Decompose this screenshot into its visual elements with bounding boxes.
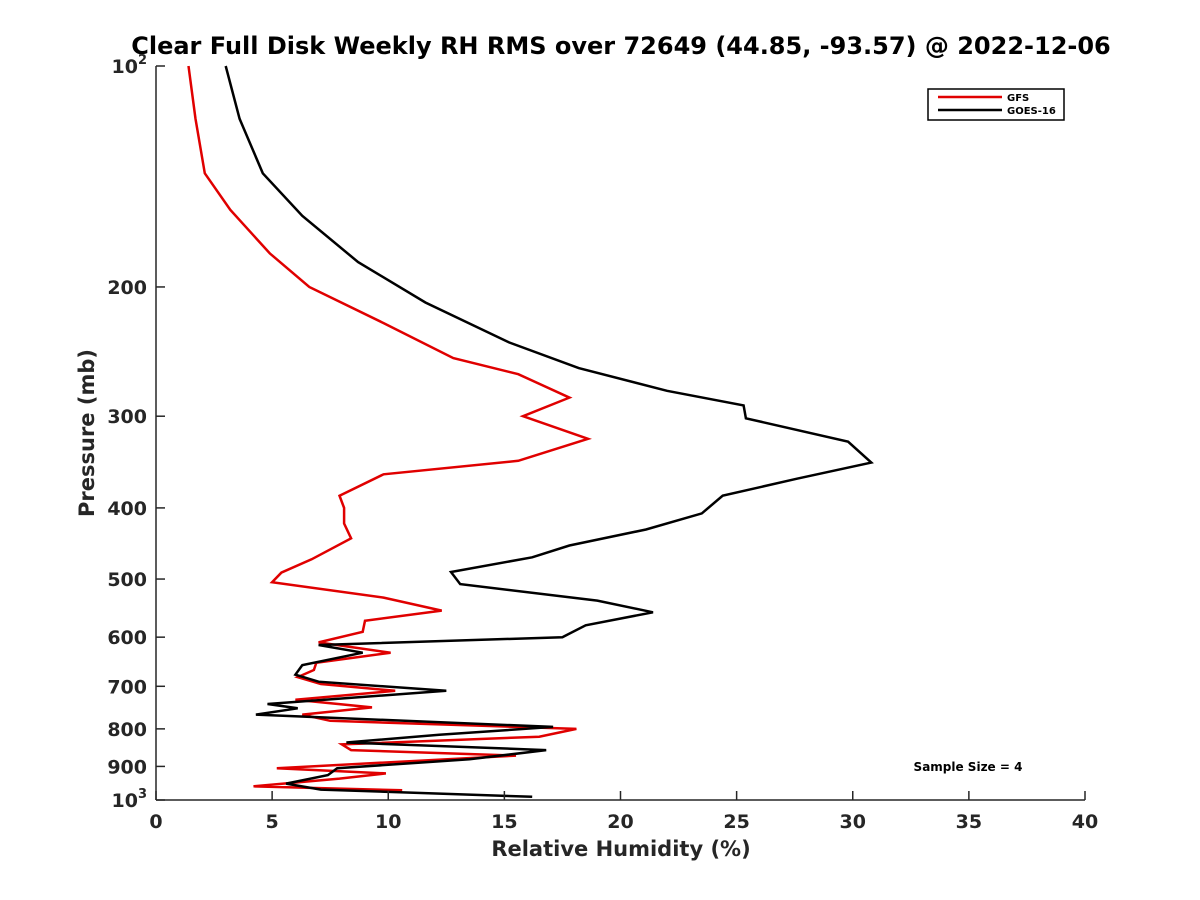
series-line-goes16 bbox=[224, 65, 874, 799]
x-tick-label: 0 bbox=[149, 811, 162, 833]
y-tick-label: 500 bbox=[107, 569, 147, 591]
x-ticks: 0 5 10 15 20 25 30 35 40 bbox=[149, 791, 1098, 833]
y-tick-label: 300 bbox=[107, 406, 147, 428]
x-tick-label: 40 bbox=[1072, 811, 1098, 833]
y-tick-label: 900 bbox=[107, 756, 147, 778]
y-tick-label: 400 bbox=[107, 498, 147, 520]
legend: GFS GOES-16 bbox=[927, 88, 1065, 121]
x-tick-label: 20 bbox=[607, 811, 633, 833]
series-layer bbox=[187, 65, 874, 799]
x-tick-label: 5 bbox=[266, 811, 279, 833]
y-ticks: 102 200 300 400 500 600 700 800 900 103 bbox=[107, 53, 165, 812]
x-tick-label: 30 bbox=[840, 811, 866, 833]
y-tick-label: 200 bbox=[107, 277, 147, 299]
x-axis-label: Relative Humidity (%) bbox=[491, 837, 750, 861]
x-tick-label: 35 bbox=[956, 811, 982, 833]
y-axis-label: Pressure (mb) bbox=[75, 349, 99, 517]
legend-box bbox=[927, 88, 1065, 121]
legend-label-gfs: GFS bbox=[1007, 93, 1029, 104]
y-tick-label: 600 bbox=[107, 627, 147, 649]
x-tick-label: 15 bbox=[491, 811, 517, 833]
series-line-gfs bbox=[187, 65, 592, 792]
plot-area: 0 5 10 15 20 25 30 35 40 102 200 300 400 500 600 700 80… bbox=[107, 53, 1098, 833]
x-tick-label: 10 bbox=[375, 811, 401, 833]
y-tick-label: 800 bbox=[107, 719, 147, 741]
x-tick-label: 25 bbox=[723, 811, 749, 833]
y-tick-label: 103 bbox=[112, 787, 148, 812]
legend-label-goes16: GOES-16 bbox=[1007, 106, 1056, 117]
y-tick-label: 102 bbox=[112, 53, 148, 78]
y-tick-label: 700 bbox=[107, 676, 147, 698]
sample-size-annotation: Sample Size = 4 bbox=[914, 760, 1023, 774]
chart-title: Clear Full Disk Weekly RH RMS over 72649… bbox=[131, 32, 1111, 60]
